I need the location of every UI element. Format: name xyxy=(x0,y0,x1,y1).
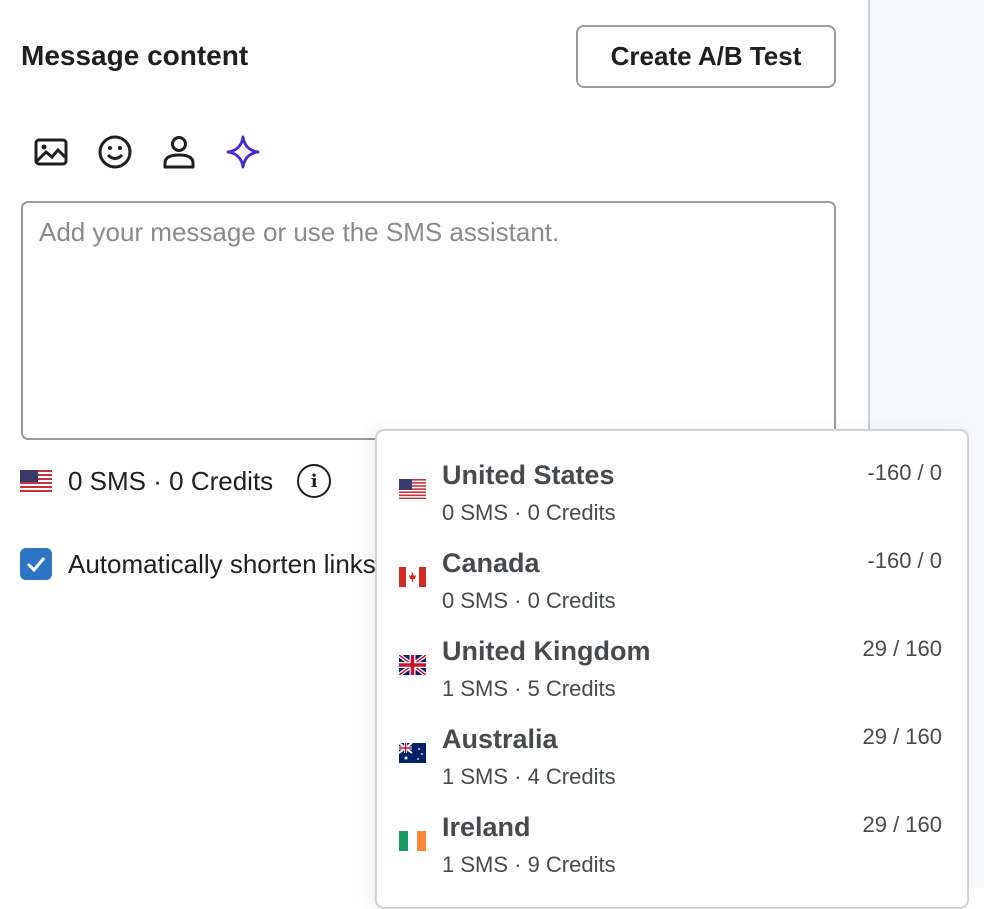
uk-flag-icon xyxy=(399,655,426,675)
character-count: -160 / 0 xyxy=(867,460,942,485)
us-flag-icon xyxy=(399,479,426,499)
country-item-united-states[interactable]: United States 0 SMS · 0 Credits -160 / 0 xyxy=(377,431,967,525)
country-credits: 1 SMS · 4 Credits xyxy=(442,764,616,789)
country-name: United Kingdom xyxy=(442,636,651,666)
country-name: United States xyxy=(442,460,615,490)
country-name: Australia xyxy=(442,724,558,754)
shorten-links-label: Automatically shorten links xyxy=(68,548,376,579)
message-input[interactable] xyxy=(21,201,836,440)
country-credits: 1 SMS · 5 Credits xyxy=(442,676,616,701)
emoji-icon[interactable] xyxy=(98,134,132,170)
image-icon[interactable] xyxy=(34,134,68,170)
personalization-icon[interactable] xyxy=(162,134,196,170)
ai-assistant-sparkle-icon[interactable] xyxy=(226,134,260,170)
canada-flag-icon xyxy=(399,567,426,587)
checkbox-checked-icon[interactable] xyxy=(20,548,52,580)
info-icon[interactable]: i xyxy=(297,464,332,498)
us-flag-icon xyxy=(20,470,52,492)
country-credits: 0 SMS · 0 Credits xyxy=(442,500,616,525)
country-item-ireland[interactable]: Ireland 1 SMS · 9 Credits 29 / 160 xyxy=(377,783,967,877)
shorten-links-checkbox[interactable]: Automatically shorten links xyxy=(20,548,376,580)
country-breakdown-dropdown: United States 0 SMS · 0 Credits -160 / 0… xyxy=(375,429,969,909)
character-count: -160 / 0 xyxy=(867,548,942,573)
create-ab-test-button[interactable]: Create A/B Test xyxy=(576,25,836,88)
country-item-canada[interactable]: Canada 0 SMS · 0 Credits -160 / 0 xyxy=(377,519,967,613)
character-count: 29 / 160 xyxy=(862,812,942,837)
ireland-flag-icon xyxy=(399,831,426,851)
country-credits: 1 SMS · 9 Credits xyxy=(442,852,616,877)
page-title: Message content xyxy=(21,40,249,71)
country-name: Ireland xyxy=(442,812,531,842)
sms-credit-text: 0 SMS · 0 Credits xyxy=(68,465,274,496)
australia-flag-icon xyxy=(399,743,426,763)
message-toolbar xyxy=(34,134,260,170)
country-credits: 0 SMS · 0 Credits xyxy=(442,588,616,613)
character-count: 29 / 160 xyxy=(862,636,942,661)
country-name: Canada xyxy=(442,548,540,578)
country-item-australia[interactable]: Australia 1 SMS · 4 Credits 29 / 160 xyxy=(377,695,967,789)
sms-credit-summary: 0 SMS · 0 Credits i xyxy=(20,464,332,498)
character-count: 29 / 160 xyxy=(862,724,942,749)
country-item-united-kingdom[interactable]: United Kingdom 1 SMS · 5 Credits 29 / 16… xyxy=(377,607,967,701)
